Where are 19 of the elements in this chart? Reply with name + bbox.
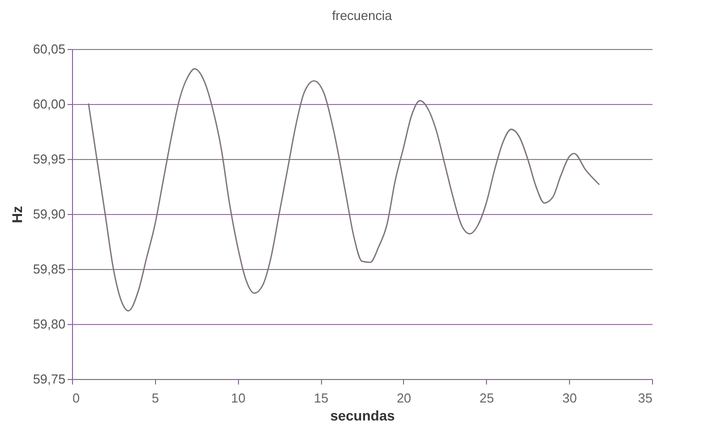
y-tick-label: 59,85 bbox=[32, 262, 66, 276]
x-tick-label: 30 bbox=[562, 390, 577, 406]
x-tick-label: 0 bbox=[72, 390, 80, 406]
y-axis-title: Hz bbox=[8, 206, 25, 224]
y-tick-label: 59,90 bbox=[32, 206, 66, 222]
x-tick-label: 15 bbox=[314, 390, 328, 406]
chart-title: frecuencia bbox=[332, 8, 393, 23]
x-tick-label: 35 bbox=[638, 390, 652, 406]
x-tick-label: 20 bbox=[396, 390, 412, 406]
y-tick-label: 60,00 bbox=[32, 96, 66, 112]
x-tick-label: 5 bbox=[152, 390, 159, 406]
x-tick-label: 10 bbox=[230, 390, 246, 406]
y-tick-label: 59,80 bbox=[32, 316, 66, 332]
line-series bbox=[88, 68, 600, 312]
x-axis-title: secundas bbox=[330, 408, 396, 424]
x-tick-label: 25 bbox=[480, 390, 494, 406]
y-tick-label: 60,05 bbox=[32, 42, 66, 56]
y-tick-label: 59,95 bbox=[32, 152, 66, 166]
y-tick-label: 59,75 bbox=[32, 372, 66, 386]
